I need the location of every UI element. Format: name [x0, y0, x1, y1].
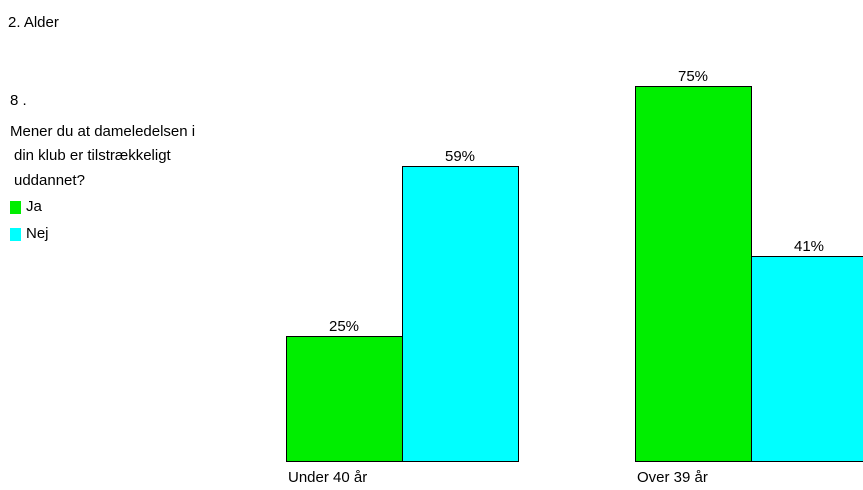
data-label-nej-under-40-r: 59%: [445, 148, 475, 165]
legend-label-nej: Nej: [26, 225, 49, 242]
bar-nej-under-40-r: [402, 166, 519, 462]
legend-item-nej: Nej: [10, 225, 49, 243]
bar-ja-over-39-r: [635, 86, 752, 462]
legend-item-ja: Ja: [10, 198, 42, 216]
category-label-under-40-r: Under 40 år: [288, 469, 367, 486]
question-number: 8 .: [10, 92, 27, 109]
data-label-nej-over-39-r: 41%: [794, 238, 824, 255]
category-label-over-39-r: Over 39 år: [637, 469, 708, 486]
question-text-line-3: uddannet?: [14, 172, 85, 189]
data-label-ja-under-40-r: 25%: [329, 318, 359, 335]
question-text-line-2: din klub er tilstrækkeligt: [14, 147, 171, 164]
legend-label-ja: Ja: [26, 198, 42, 215]
data-label-ja-over-39-r: 75%: [678, 68, 708, 85]
bar-nej-over-39-r: [751, 256, 863, 462]
question-text-line-1: Mener du at dameledelsen i: [10, 123, 196, 140]
legend-swatch-ja: [10, 200, 21, 214]
legend-swatch-nej: [10, 227, 21, 241]
bar-ja-under-40-r: [286, 336, 403, 462]
chart-title: 2. Alder: [8, 14, 59, 31]
